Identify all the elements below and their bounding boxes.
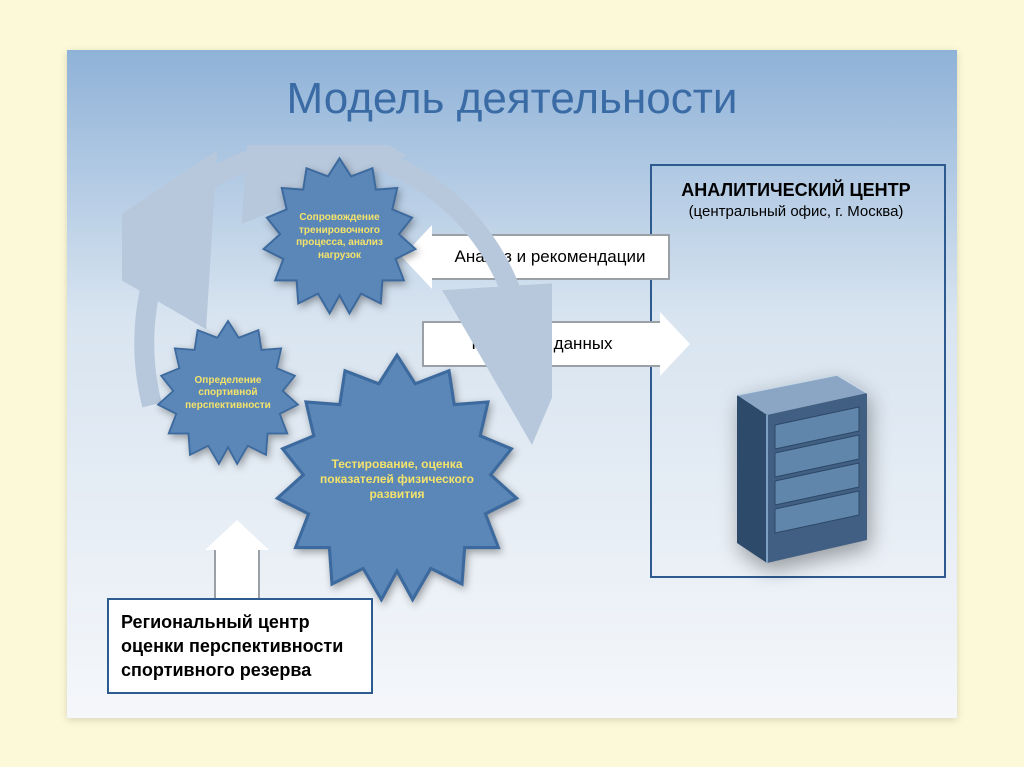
- analytical-center-label: АНАЛИТИЧЕСКИЙ ЦЕНТР (центральный офис, г…: [650, 178, 942, 223]
- regional-center-label: Региональный центр оценки перспективност…: [121, 612, 343, 681]
- analytical-center-subtitle: (центральный офис, г. Москва): [650, 202, 942, 222]
- regional-center-box: Региональный центр оценки перспективност…: [107, 598, 373, 695]
- slide: Модель деятельности АНАЛИТИЧЕСКИЙ ЦЕНТР …: [67, 50, 957, 718]
- gear-top-label: Сопровождение тренировочного процесса, а…: [257, 212, 422, 262]
- analytical-center-title: АНАЛИТИЧЕСКИЙ ЦЕНТР: [650, 178, 942, 202]
- gear-top: Сопровождение тренировочного процесса, а…: [257, 155, 422, 320]
- gear-big: Тестирование, оценка показателей физичес…: [267, 350, 527, 610]
- server-icon: [717, 365, 887, 570]
- page-background: Модель деятельности АНАЛИТИЧЕСКИЙ ЦЕНТР …: [0, 0, 1024, 767]
- arrow-head-icon: [660, 312, 690, 376]
- slide-title: Модель деятельности: [67, 74, 957, 124]
- gear-big-label: Тестирование, оценка показателей физичес…: [267, 457, 527, 502]
